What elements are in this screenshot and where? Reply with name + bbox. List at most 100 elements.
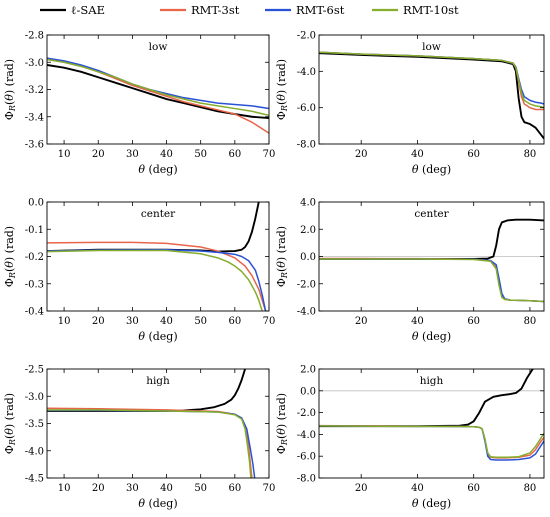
x-axis-label: θ (deg) bbox=[412, 497, 451, 510]
y-tick-label: -8.0 bbox=[297, 140, 316, 151]
legend-entry: RMT-6st bbox=[265, 3, 345, 17]
x-tick-label: 10 bbox=[58, 483, 71, 494]
legend-entry: ℓ-SAE bbox=[40, 3, 105, 17]
panel-title: center bbox=[414, 208, 449, 220]
x-tick-label: 50 bbox=[194, 483, 207, 494]
y-tick-label: -3.5 bbox=[25, 419, 44, 430]
y-tick-label: 0.0 bbox=[300, 252, 316, 263]
x-tick-label: 80 bbox=[524, 316, 537, 327]
panel-title: high bbox=[146, 375, 170, 387]
x-tick-label: 40 bbox=[411, 316, 424, 327]
x-tick-label: 60 bbox=[228, 149, 241, 160]
x-tick-label: 40 bbox=[411, 149, 424, 160]
x-tick-label: 50 bbox=[194, 149, 207, 160]
y-tick-label: 2.0 bbox=[300, 365, 316, 376]
series-line bbox=[47, 248, 267, 311]
y-axis-label: ΦR(θ) (rad) bbox=[275, 393, 289, 454]
y-tick-label: 0.0 bbox=[28, 198, 44, 209]
y-tick-label: 2.0 bbox=[300, 225, 316, 236]
y-tick-label: -6.0 bbox=[297, 103, 316, 114]
series-line bbox=[319, 258, 544, 303]
chart-panel: 20 40 60 80 -8.0 -6.0 -4.0 -2.0 0.0 2.0 high θ (deg… bbox=[275, 365, 545, 510]
x-tick-label: 40 bbox=[160, 483, 173, 494]
y-tick-label: -8.0 bbox=[297, 474, 316, 485]
x-axis-label: θ (deg) bbox=[138, 163, 177, 176]
x-tick-label: 40 bbox=[160, 316, 173, 327]
panel-title: low bbox=[149, 41, 168, 53]
y-tick-label: -3.0 bbox=[25, 58, 44, 69]
x-tick-label: 80 bbox=[524, 149, 537, 160]
legend-label: RMT-10st bbox=[403, 3, 459, 17]
series-line bbox=[319, 52, 544, 140]
x-tick-label: 20 bbox=[355, 316, 368, 327]
panel-title: center bbox=[141, 208, 176, 220]
series-line bbox=[319, 424, 544, 459]
x-axis-label: θ (deg) bbox=[138, 497, 177, 510]
y-axis-label: ΦR(θ) (rad) bbox=[275, 59, 289, 120]
chart-panel: 10 20 30 40 50 60 70 -4.5 -4.0 -3.5 -3.0 -2.5 high θ … bbox=[3, 365, 275, 511]
series-line bbox=[47, 409, 252, 478]
series-line bbox=[47, 409, 256, 478]
legend: ℓ-SAE RMT-3st RMT-6st RMT-10st bbox=[40, 3, 459, 17]
y-tick-label: -0.4 bbox=[25, 307, 44, 318]
x-tick-label: 20 bbox=[355, 149, 368, 160]
x-tick-label: 60 bbox=[228, 316, 241, 327]
y-tick-label: -0.3 bbox=[25, 279, 44, 290]
x-tick-label: 20 bbox=[92, 149, 105, 160]
series-line bbox=[319, 51, 544, 111]
y-tick-label: -3.0 bbox=[25, 392, 44, 403]
y-tick-label: -3.6 bbox=[25, 140, 44, 151]
x-tick-label: 40 bbox=[160, 149, 173, 160]
x-axis-label: θ (deg) bbox=[412, 330, 451, 343]
series-line bbox=[319, 218, 544, 260]
chart-panel: 10 20 30 40 50 60 70 -0.4 -0.3 -0.2 -0.1 0.0 center θ… bbox=[3, 198, 275, 344]
y-tick-label: -2.5 bbox=[25, 365, 44, 376]
x-tick-label: 70 bbox=[263, 316, 276, 327]
x-tick-label: 20 bbox=[355, 483, 368, 494]
legend-label: RMT-3st bbox=[191, 3, 240, 17]
series-line bbox=[319, 258, 544, 303]
x-tick-label: 60 bbox=[228, 483, 241, 494]
y-tick-label: -3.4 bbox=[25, 112, 44, 123]
y-tick-label: -2.0 bbox=[297, 279, 316, 290]
x-tick-label: 20 bbox=[92, 316, 105, 327]
series-line bbox=[47, 407, 253, 478]
panel-title: high bbox=[420, 375, 444, 387]
y-tick-label: -2.0 bbox=[297, 31, 316, 42]
x-tick-label: 60 bbox=[467, 316, 480, 327]
y-tick-label: -4.0 bbox=[25, 446, 44, 457]
x-tick-label: 80 bbox=[524, 483, 537, 494]
x-tick-label: 70 bbox=[263, 149, 276, 160]
plot-frame bbox=[318, 34, 545, 145]
legend-entry: RMT-10st bbox=[372, 3, 459, 17]
series-line bbox=[47, 241, 267, 311]
y-tick-label: 0.0 bbox=[300, 386, 316, 397]
series-line bbox=[319, 257, 544, 303]
y-tick-label: -6.0 bbox=[297, 452, 316, 463]
series-line bbox=[319, 51, 544, 105]
x-tick-label: 10 bbox=[58, 149, 71, 160]
y-tick-label: -2.8 bbox=[25, 31, 44, 42]
x-tick-label: 50 bbox=[194, 316, 207, 327]
y-axis-label: ΦR(θ) (rad) bbox=[3, 226, 17, 287]
y-tick-label: -4.5 bbox=[25, 474, 44, 485]
y-axis-label: ΦR(θ) (rad) bbox=[3, 393, 17, 454]
chart-panel: 10 20 30 40 50 60 70 -3.6 -3.4 -3.2 -3.0 -2.8 low θ (… bbox=[3, 31, 275, 177]
legend-label: RMT-6st bbox=[296, 3, 345, 17]
series-line bbox=[319, 51, 544, 109]
series-line bbox=[319, 425, 544, 459]
y-tick-label: -0.2 bbox=[25, 252, 44, 263]
x-tick-label: 60 bbox=[467, 149, 480, 160]
series-line bbox=[47, 249, 263, 311]
series-line bbox=[319, 425, 544, 461]
x-tick-label: 30 bbox=[126, 316, 139, 327]
x-tick-label: 70 bbox=[263, 483, 276, 494]
series-line bbox=[47, 58, 269, 117]
legend-entry: RMT-3st bbox=[160, 3, 240, 17]
y-tick-label: -4.0 bbox=[297, 307, 316, 318]
x-tick-label: 60 bbox=[467, 483, 480, 494]
x-axis-label: θ (deg) bbox=[138, 330, 177, 343]
panels: 10 20 30 40 50 60 70 -3.6 -3.4 -3.2 -3.0 -2.8 low θ (… bbox=[3, 31, 545, 511]
x-tick-label: 10 bbox=[58, 316, 71, 327]
